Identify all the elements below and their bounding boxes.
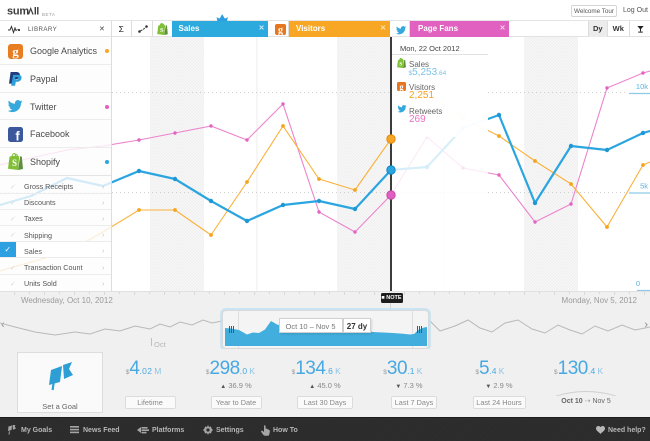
svg-text:sum: sum — [7, 6, 29, 18]
svg-text:5k: 5k — [640, 182, 648, 191]
svg-text:S: S — [399, 62, 402, 68]
svg-text:10k: 10k — [636, 82, 648, 91]
svg-text:f: f — [15, 128, 20, 142]
svg-text:g: g — [12, 44, 19, 59]
svg-text:S: S — [160, 27, 164, 34]
svg-text:g: g — [278, 25, 283, 35]
svg-text:0: 0 — [636, 279, 640, 288]
svg-text:g: g — [400, 82, 404, 91]
svg-text:S: S — [12, 158, 17, 168]
